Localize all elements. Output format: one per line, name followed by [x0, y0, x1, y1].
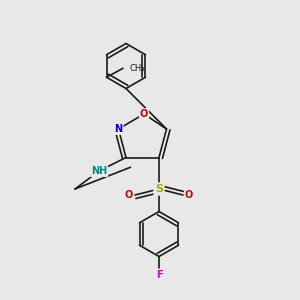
Text: F: F — [156, 269, 162, 280]
Text: N: N — [114, 124, 123, 134]
Text: CH₃: CH₃ — [129, 64, 145, 73]
Text: O: O — [125, 190, 133, 200]
Text: O: O — [185, 190, 193, 200]
Text: O: O — [140, 109, 148, 119]
Text: NH: NH — [91, 166, 107, 176]
Text: S: S — [155, 184, 163, 194]
